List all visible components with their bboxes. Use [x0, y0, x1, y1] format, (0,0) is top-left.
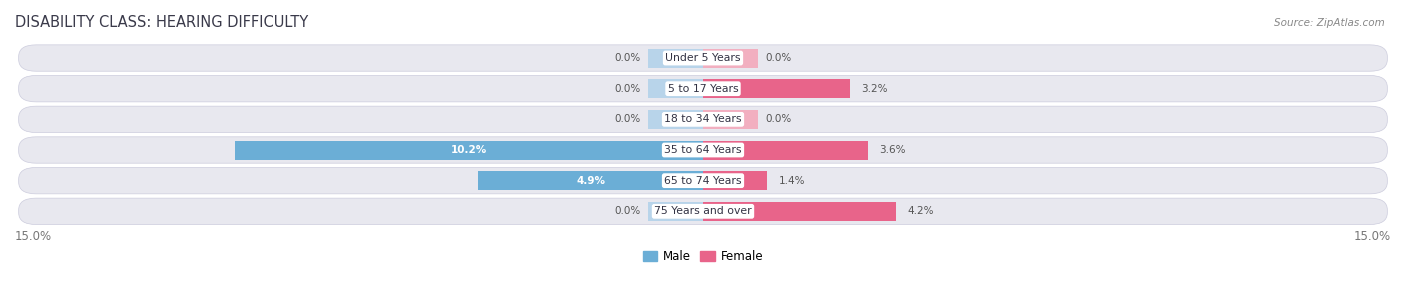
FancyBboxPatch shape: [18, 106, 1388, 133]
Text: 4.2%: 4.2%: [907, 206, 934, 216]
Text: Source: ZipAtlas.com: Source: ZipAtlas.com: [1274, 18, 1385, 28]
Text: DISABILITY CLASS: HEARING DIFFICULTY: DISABILITY CLASS: HEARING DIFFICULTY: [15, 15, 308, 30]
Text: 15.0%: 15.0%: [15, 230, 52, 243]
Bar: [703, 79, 849, 98]
Bar: [703, 49, 758, 67]
Bar: [648, 110, 703, 129]
Text: 5 to 17 Years: 5 to 17 Years: [668, 84, 738, 94]
Text: 65 to 74 Years: 65 to 74 Years: [664, 176, 742, 186]
Legend: Male, Female: Male, Female: [638, 245, 768, 268]
Text: 4.9%: 4.9%: [576, 176, 605, 186]
Text: 75 Years and over: 75 Years and over: [654, 206, 752, 216]
Text: 10.2%: 10.2%: [451, 145, 488, 155]
Bar: [478, 171, 703, 190]
Text: 0.0%: 0.0%: [765, 53, 792, 63]
FancyBboxPatch shape: [18, 168, 1388, 194]
FancyBboxPatch shape: [18, 137, 1388, 163]
Bar: [703, 202, 896, 221]
Text: 1.4%: 1.4%: [779, 176, 806, 186]
FancyBboxPatch shape: [18, 45, 1388, 71]
Text: 0.0%: 0.0%: [614, 84, 641, 94]
Text: 0.0%: 0.0%: [614, 206, 641, 216]
Text: 35 to 64 Years: 35 to 64 Years: [664, 145, 742, 155]
Bar: [648, 79, 703, 98]
Text: 3.6%: 3.6%: [880, 145, 905, 155]
Bar: [703, 171, 768, 190]
Bar: [703, 110, 758, 129]
Text: 0.0%: 0.0%: [614, 114, 641, 124]
Text: Under 5 Years: Under 5 Years: [665, 53, 741, 63]
FancyBboxPatch shape: [18, 198, 1388, 224]
Bar: [235, 140, 703, 160]
FancyBboxPatch shape: [18, 75, 1388, 102]
Text: 0.0%: 0.0%: [614, 53, 641, 63]
Text: 18 to 34 Years: 18 to 34 Years: [664, 114, 742, 124]
Bar: [648, 49, 703, 67]
Bar: [648, 202, 703, 221]
Text: 3.2%: 3.2%: [862, 84, 887, 94]
Bar: [703, 140, 868, 160]
Text: 0.0%: 0.0%: [765, 114, 792, 124]
Text: 15.0%: 15.0%: [1354, 230, 1391, 243]
